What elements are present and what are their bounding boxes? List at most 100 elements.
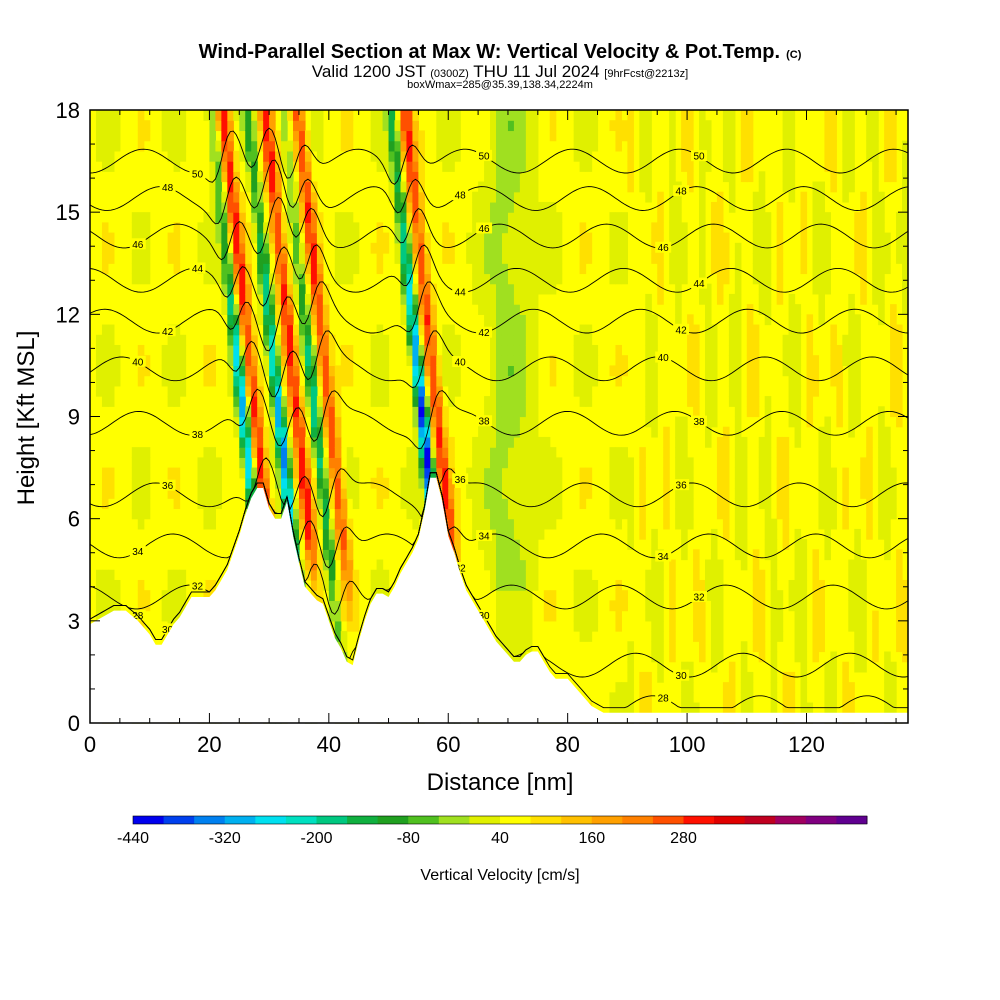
field-cell xyxy=(394,140,402,152)
field-cell xyxy=(436,467,443,479)
field-cell xyxy=(484,498,491,510)
field-cell xyxy=(758,232,766,244)
field-cell xyxy=(269,201,276,213)
field-cell xyxy=(693,385,700,397)
field-cell xyxy=(298,334,306,346)
field-cell xyxy=(281,263,288,275)
field-cell xyxy=(621,232,628,244)
field-cell xyxy=(513,344,521,356)
field-cell xyxy=(496,385,503,397)
field-cell xyxy=(848,569,855,581)
field-cell xyxy=(436,416,443,428)
field-cell xyxy=(734,344,742,356)
field-cell xyxy=(513,355,521,367)
field-cell xyxy=(884,253,891,264)
field-cell xyxy=(824,253,831,264)
field-cell xyxy=(728,161,736,172)
field-cell xyxy=(245,344,252,356)
field-cell xyxy=(400,304,408,315)
field-cell xyxy=(884,498,891,510)
field-cell xyxy=(854,539,861,550)
field-cell xyxy=(101,344,109,356)
field-cell xyxy=(501,539,509,550)
field-cell xyxy=(776,477,784,489)
field-cell xyxy=(233,212,240,223)
field-cell xyxy=(513,641,521,653)
field-cell xyxy=(710,375,718,387)
field-cell xyxy=(275,406,282,418)
field-cell xyxy=(328,375,336,387)
field-cell xyxy=(298,171,306,183)
field-cell xyxy=(137,457,145,469)
field-cell xyxy=(490,508,497,520)
field-cell xyxy=(442,242,449,254)
field-cell xyxy=(137,447,145,458)
field-cell xyxy=(651,651,658,663)
field-cell xyxy=(340,631,348,642)
field-cell xyxy=(203,447,211,458)
field-cell xyxy=(328,396,336,407)
field-cell xyxy=(830,365,837,377)
field-cell xyxy=(728,181,736,193)
field-cell xyxy=(221,150,228,162)
field-cell xyxy=(107,600,115,612)
field-cell xyxy=(693,620,700,632)
field-cell xyxy=(107,253,115,264)
field-cell xyxy=(878,242,885,254)
field-cell xyxy=(675,283,682,295)
field-cell xyxy=(101,498,109,510)
colorbar-swatch xyxy=(714,816,746,824)
field-cell xyxy=(519,467,527,479)
field-cell xyxy=(573,120,581,132)
field-cell xyxy=(902,620,909,632)
field-cell xyxy=(513,631,521,642)
field-cell xyxy=(293,191,300,203)
field-cell xyxy=(496,334,503,346)
field-cell xyxy=(728,324,736,336)
field-cell xyxy=(287,396,294,407)
field-cell xyxy=(215,110,222,121)
field-cell xyxy=(209,130,216,142)
field-cell xyxy=(352,610,360,622)
field-cell xyxy=(442,334,449,346)
field-cell xyxy=(454,549,461,561)
field-cell xyxy=(728,304,736,315)
field-cell xyxy=(412,488,419,499)
field-cell xyxy=(621,253,628,264)
field-cell xyxy=(519,161,527,172)
field-cell xyxy=(376,488,384,499)
field-cell xyxy=(639,508,646,520)
field-cell xyxy=(872,150,879,162)
field-cell xyxy=(902,242,909,254)
colorbar-swatch xyxy=(469,816,501,824)
field-cell xyxy=(836,406,843,418)
field-cell xyxy=(872,610,879,622)
field-cell xyxy=(579,140,587,152)
field-cell xyxy=(257,293,264,305)
field-cell xyxy=(854,600,861,612)
field-cell xyxy=(788,140,796,152)
field-cell xyxy=(293,467,300,479)
field-cell xyxy=(316,344,324,356)
field-cell xyxy=(257,110,264,121)
field-cell xyxy=(782,130,790,142)
field-cell xyxy=(812,181,820,193)
field-cell xyxy=(424,355,431,367)
field-cell xyxy=(734,334,742,346)
field-cell xyxy=(848,426,855,438)
field-cell xyxy=(818,181,826,193)
field-cell xyxy=(496,191,503,203)
colorbar-swatch xyxy=(163,816,195,824)
field-cell xyxy=(519,222,527,234)
field-cell xyxy=(287,457,294,469)
field-cell xyxy=(770,671,778,683)
field-cell xyxy=(806,406,814,418)
field-cell xyxy=(310,324,318,336)
field-cell xyxy=(746,406,754,418)
field-cell xyxy=(615,120,622,132)
field-cell xyxy=(902,641,909,653)
field-cell xyxy=(382,375,390,387)
field-cell xyxy=(740,130,748,142)
field-cell xyxy=(269,232,276,244)
field-cell xyxy=(507,212,515,223)
